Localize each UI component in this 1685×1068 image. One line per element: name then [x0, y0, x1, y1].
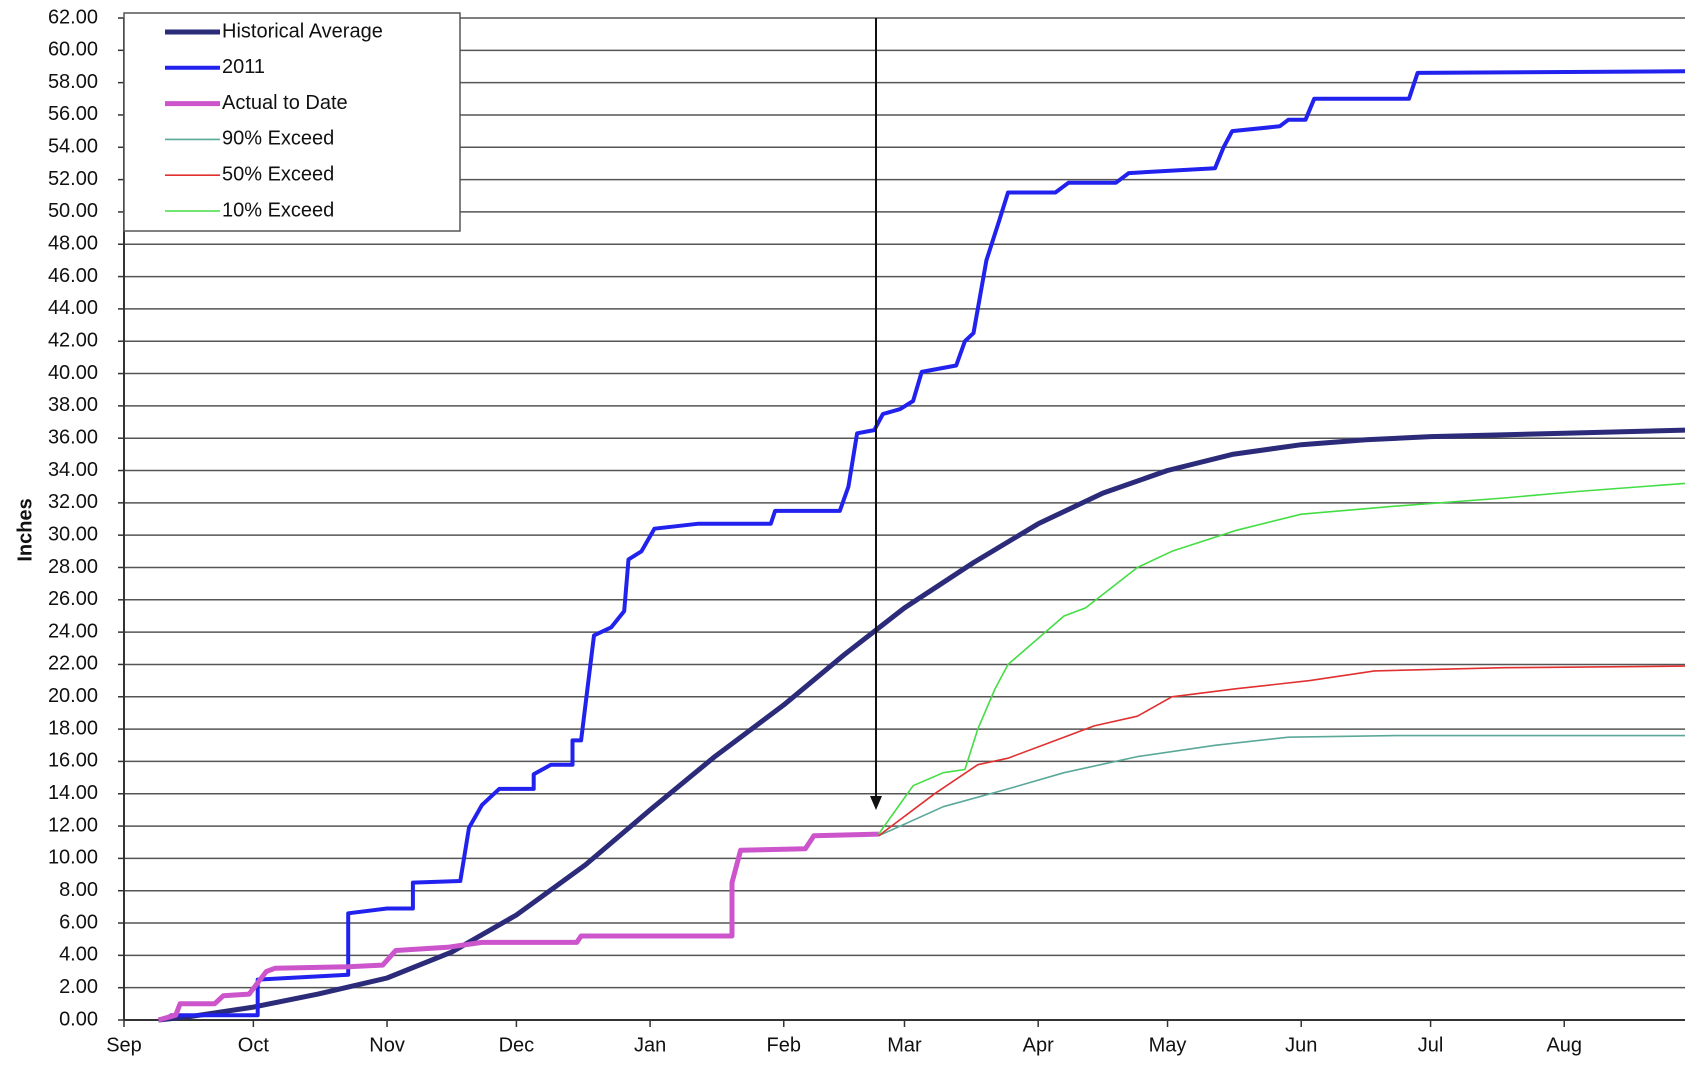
x-tick-label: Aug — [1546, 1034, 1582, 1056]
y-tick-label: 30.00 — [48, 523, 98, 545]
y-tick-label: 50.00 — [48, 200, 98, 222]
legend-label: 10% Exceed — [222, 199, 334, 221]
y-tick-label: 20.00 — [48, 685, 98, 707]
legend-label: 50% Exceed — [222, 163, 334, 185]
x-tick-label: Jul — [1418, 1034, 1444, 1056]
y-tick-label: 2.00 — [59, 976, 98, 998]
y-tick-label: 40.00 — [48, 362, 98, 384]
y-tick-label: 58.00 — [48, 71, 98, 93]
x-tick-label: Oct — [238, 1034, 270, 1056]
x-tick-label: May — [1149, 1034, 1187, 1056]
series-line — [878, 734, 1685, 837]
y-tick-label: 6.00 — [59, 911, 98, 933]
x-tick-label: Jan — [634, 1034, 666, 1056]
x-tick-label: Mar — [887, 1034, 922, 1056]
series-line — [158, 427, 1685, 1023]
y-tick-label: 8.00 — [59, 879, 98, 901]
series-line — [161, 69, 1685, 1022]
y-tick-label: 10.00 — [48, 847, 98, 869]
x-tick-label: Apr — [1023, 1034, 1054, 1056]
legend: Historical Average 2011 Actual to Date 90% … — [123, 12, 461, 232]
y-tick-label: 4.00 — [59, 944, 98, 966]
y-tick-label: 26.00 — [48, 588, 98, 610]
y-tick-label: 16.00 — [48, 750, 98, 772]
y-tick-label: 54.00 — [48, 136, 98, 158]
y-tick-label: 12.00 — [48, 814, 98, 836]
legend-label: 90% Exceed — [222, 128, 334, 150]
x-tick-label: Dec — [499, 1034, 535, 1056]
legend-box — [123, 12, 461, 232]
legend-label: Historical Average — [222, 20, 383, 42]
y-tick-label: 22.00 — [48, 653, 98, 675]
y-axis-label: Inches — [14, 498, 36, 561]
y-tick-label: 38.00 — [48, 394, 98, 416]
arrow-head — [870, 796, 882, 810]
y-tick-label: 56.00 — [48, 103, 98, 125]
y-tick-label: 46.00 — [48, 265, 98, 287]
legend-label: 2011 — [222, 56, 265, 78]
y-tick-label: 0.00 — [59, 1008, 98, 1030]
series-line — [878, 665, 1685, 837]
y-tick-label: 60.00 — [48, 39, 98, 61]
y-tick-label: 32.00 — [48, 491, 98, 513]
y-tick-label: 42.00 — [48, 330, 98, 352]
y-tick-label: 18.00 — [48, 717, 98, 739]
y-tick-label: 24.00 — [48, 620, 98, 642]
y-tick-label: 14.00 — [48, 782, 98, 804]
y-tick-label: 28.00 — [48, 556, 98, 578]
legend-label: Actual to Date — [222, 92, 348, 114]
y-tick-label: 34.00 — [48, 459, 98, 481]
x-tick-label: Sep — [106, 1034, 142, 1056]
series-line — [157, 831, 879, 1023]
x-tick-label: Nov — [369, 1034, 405, 1056]
series-line — [877, 482, 1685, 835]
y-tick-label: 48.00 — [48, 233, 98, 255]
y-tick-label: 36.00 — [48, 426, 98, 448]
x-tick-label: Feb — [767, 1034, 801, 1056]
y-tick-label: 62.00 — [48, 6, 98, 28]
y-tick-label: 44.00 — [48, 297, 98, 319]
x-tick-label: Jun — [1285, 1034, 1317, 1056]
y-tick-label: 52.00 — [48, 168, 98, 190]
